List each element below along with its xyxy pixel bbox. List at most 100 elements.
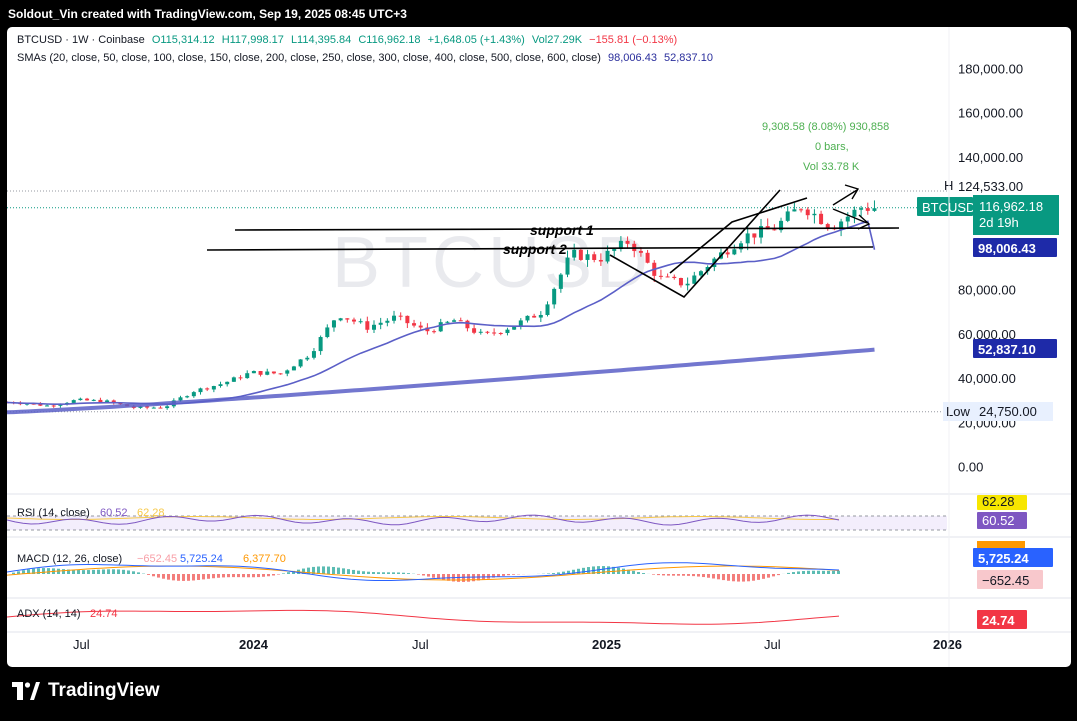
macd-histogram-bar <box>112 569 115 574</box>
candle-body <box>505 329 510 334</box>
candle-body <box>518 320 523 327</box>
candle-body <box>38 403 43 406</box>
candle-body <box>745 233 750 244</box>
sma-fast-badge: 98,006.43 <box>978 241 1036 256</box>
candle-body <box>331 320 336 328</box>
support-1-line <box>234 227 900 231</box>
candle-body <box>145 406 150 408</box>
macd-histogram-bar <box>22 570 25 574</box>
macd-histogram-bar <box>632 570 635 574</box>
macd-histogram-bar <box>377 572 380 574</box>
projection-down-arrowhead <box>857 214 871 230</box>
candle-body <box>392 315 397 321</box>
sma-label[interactable]: SMAs (20, close, 50, close, 100, close, … <box>17 52 601 64</box>
macd-histogram-bar <box>777 574 780 576</box>
candle-body <box>732 249 737 255</box>
candle-body <box>138 406 143 408</box>
candle-body <box>405 315 410 324</box>
channel-lower-line <box>609 189 781 299</box>
macd-histogram-bar <box>402 572 405 574</box>
candle-body <box>205 388 210 390</box>
macd-histogram-bar <box>507 574 510 576</box>
macd-histogram-bar <box>662 574 665 576</box>
macd-histogram-bar <box>602 566 605 574</box>
macd-histogram-bar <box>152 574 155 577</box>
macd-histogram-bar <box>187 574 190 581</box>
macd-value-badge: 5,725.24 <box>978 551 1029 566</box>
candle-body <box>478 331 483 333</box>
candle-body <box>572 249 577 258</box>
symbol-name[interactable]: BTCUSD · 1W · Coinbase <box>17 34 145 46</box>
candle-body <box>792 209 797 212</box>
macd-histogram-bar <box>667 574 670 576</box>
candle-body <box>872 208 877 211</box>
macd-histogram-bar <box>427 574 430 577</box>
candle-body <box>218 384 223 387</box>
candle-body <box>258 371 263 375</box>
candle-body <box>438 322 443 332</box>
candle-body <box>165 406 170 409</box>
macd-histogram-bar <box>792 572 795 574</box>
macd-histogram-bar <box>722 574 725 581</box>
macd-histogram-bar <box>417 574 420 575</box>
candle-body <box>612 249 617 251</box>
rsi-label: RSI (14, close) <box>17 507 90 519</box>
measure-line2: 0 bars, <box>815 141 849 153</box>
high-value: 124,533.00 <box>958 179 1023 194</box>
macd-histogram-bar <box>692 574 695 577</box>
macd-histogram-bar <box>227 574 230 578</box>
candle-body <box>278 373 283 375</box>
candle-body <box>705 267 710 272</box>
macd-histogram-bar <box>77 570 80 574</box>
macd-histogram-bar <box>212 574 215 579</box>
tradingview-brand: TradingView <box>12 680 160 702</box>
macd-histogram-bar <box>342 568 345 574</box>
macd-histogram-bar <box>742 574 745 582</box>
sma-legend[interactable]: SMAs (20, close, 50, close, 100, close, … <box>17 52 717 64</box>
macd-histogram-bar <box>802 571 805 574</box>
candle-body <box>91 399 96 401</box>
candle-body <box>618 240 623 250</box>
macd-histogram-bar <box>252 574 255 578</box>
candle-body <box>178 397 183 401</box>
candle-body <box>31 403 36 405</box>
candle-body <box>492 332 497 334</box>
candle-body <box>25 403 30 405</box>
candle-body <box>378 322 383 325</box>
candle-body <box>372 324 377 330</box>
macd-histogram-bar <box>147 574 150 575</box>
symbol-legend[interactable]: BTCUSD · 1W · Coinbase O115,314.12 H117,… <box>17 34 681 46</box>
chart-panel[interactable]: BTCUSD support 1 support 2 9,308.58 (8.08%)… <box>7 27 1071 667</box>
candle-body <box>325 327 330 338</box>
ohlc-high: H117,998.17 <box>221 34 284 46</box>
candle-body <box>231 377 236 382</box>
candle-body <box>665 276 670 278</box>
macd-histogram-bar <box>657 574 660 576</box>
candle-body <box>265 371 270 375</box>
macd-histogram-bar <box>392 572 395 574</box>
macd-histogram-bar <box>357 570 360 574</box>
macd-histogram-bar <box>192 574 195 581</box>
macd-histogram-bar <box>672 574 675 576</box>
macd-histogram-bar <box>822 570 825 574</box>
last-price-badge-bg <box>973 195 1059 235</box>
candle-body <box>605 250 610 262</box>
macd-histogram-bar <box>497 574 500 577</box>
macd-histogram-bar <box>552 573 555 574</box>
rsi-ma-badge-bg <box>977 495 1027 510</box>
candle-body <box>105 400 110 403</box>
rsi-ma-line <box>7 516 840 520</box>
sma-slow-line <box>7 347 875 415</box>
candle-body <box>458 320 463 322</box>
adx-line <box>7 609 840 625</box>
candle-body <box>432 331 437 333</box>
macd-histogram-bar <box>87 570 90 574</box>
brand-name: TradingView <box>48 680 160 701</box>
macd-histogram-bar <box>687 574 690 576</box>
macd-histogram-bar <box>697 574 700 577</box>
macd-histogram-bar <box>462 574 465 582</box>
candle-body <box>151 407 156 409</box>
macd-histogram-bar <box>827 570 830 574</box>
